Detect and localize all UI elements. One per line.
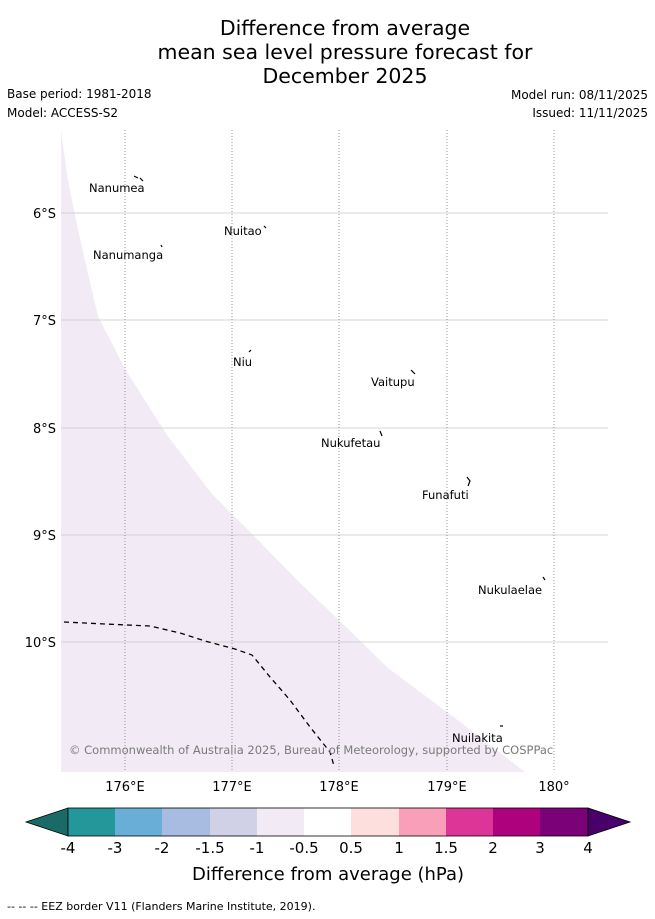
colorbar-segment-1 <box>68 808 115 836</box>
colorbar-extend-low <box>24 807 69 837</box>
lat-label-10s: 10°S <box>25 636 56 651</box>
pressure-shading <box>61 130 525 772</box>
colorbar-tick-label: -1 <box>250 839 265 857</box>
colorbar-tick-label: -1.5 <box>195 839 224 857</box>
lat-label-7s: 7°S <box>33 314 56 329</box>
lon-label-178e: 178°E <box>319 780 359 795</box>
title-line-3: December 2025 <box>262 64 428 88</box>
colorbar-label: Difference from average (hPa) <box>192 864 464 885</box>
title-line-2: mean sea level pressure forecast for <box>157 40 533 64</box>
colorbar-tick-label: 2 <box>488 839 498 857</box>
island-shape-niu <box>248 349 252 353</box>
chart-title: Difference from average mean sea level p… <box>0 16 655 88</box>
island-label-nuilakita: Nuilakita <box>452 731 503 745</box>
island-shape-nuitao <box>263 225 267 229</box>
model-run: Model run: 08/11/2025 <box>510 88 648 102</box>
colorbar-extend-high <box>587 807 632 837</box>
longitude-gridlines <box>124 130 555 772</box>
colorbar-segment-2 <box>115 808 162 836</box>
latitude-gridlines <box>61 212 608 643</box>
island-label-nuitao: Nuitao <box>224 224 262 238</box>
colorbar-segment-3 <box>162 808 210 836</box>
colorbar-tick-label: -2 <box>155 839 170 857</box>
island-shape-nanumanga <box>160 244 163 248</box>
island-shapes <box>133 175 546 727</box>
lon-label-176e: 176°E <box>105 780 145 795</box>
colorbar-tick-label: 3 <box>535 839 545 857</box>
colorbar-segment-7 <box>351 808 399 836</box>
colorbar-segment-8 <box>399 808 446 836</box>
island-shape-vaitupu <box>410 369 416 375</box>
island-shape-nukufetau <box>379 430 383 437</box>
island-label-niu: Niu <box>233 355 252 369</box>
island-label-funafuti: Funafuti <box>422 488 469 502</box>
island-label-nukulaelae: Nukulaelae <box>478 583 542 597</box>
island-shape-nanumea <box>133 175 144 182</box>
colorbar-tick-label: -3 <box>108 839 123 857</box>
colorbar-tick-label: -0.5 <box>289 839 318 857</box>
colorbar-segment-10 <box>493 808 540 836</box>
title-line-1: Difference from average <box>219 16 471 40</box>
lon-label-180: 180° <box>538 780 569 795</box>
island-label-nanumanga: Nanumanga <box>93 248 163 262</box>
colorbar <box>24 807 632 837</box>
colorbar-tick-label: 0.5 <box>339 839 363 857</box>
colorbar-tick-label: 1 <box>394 839 404 857</box>
island-label-vaitupu: Vaitupu <box>371 375 415 389</box>
colorbar-tick-label: 4 <box>583 839 593 857</box>
colorbar-outline <box>67 807 589 837</box>
eez-border <box>63 621 335 767</box>
colorbar-segment-9 <box>446 808 493 836</box>
base-period: Base period: 1981-2018 <box>7 87 152 101</box>
lat-label-6s: 6°S <box>33 207 56 222</box>
lat-label-9s: 9°S <box>33 529 56 544</box>
issued-date: Issued: 11/11/2025 <box>532 106 648 120</box>
island-label-nanumea: Nanumea <box>89 181 145 195</box>
island-shape-funafuti <box>466 476 471 487</box>
colorbar-tick-label: 1.5 <box>434 839 458 857</box>
colorbar-segment-4 <box>210 808 257 836</box>
colorbar-tick-label: -4 <box>61 839 76 857</box>
colorbar-segment-6 <box>304 808 351 836</box>
lon-label-177e: 177°E <box>212 780 252 795</box>
model-name: Model: ACCESS-S2 <box>7 106 119 120</box>
island-label-nukufetau: Nukufetau <box>321 436 380 450</box>
eez-legend-footer: -- -- -- EEZ border V11 (Flanders Marine… <box>7 900 316 913</box>
copyright-notice: © Commonwealth of Australia 2025, Bureau… <box>69 743 553 757</box>
colorbar-segment-5 <box>257 808 304 836</box>
lat-label-8s: 8°S <box>33 422 56 437</box>
colorbar-segment-11 <box>540 808 588 836</box>
island-shape-nukulaelae <box>542 576 546 581</box>
lon-label-179e: 179°E <box>427 780 467 795</box>
